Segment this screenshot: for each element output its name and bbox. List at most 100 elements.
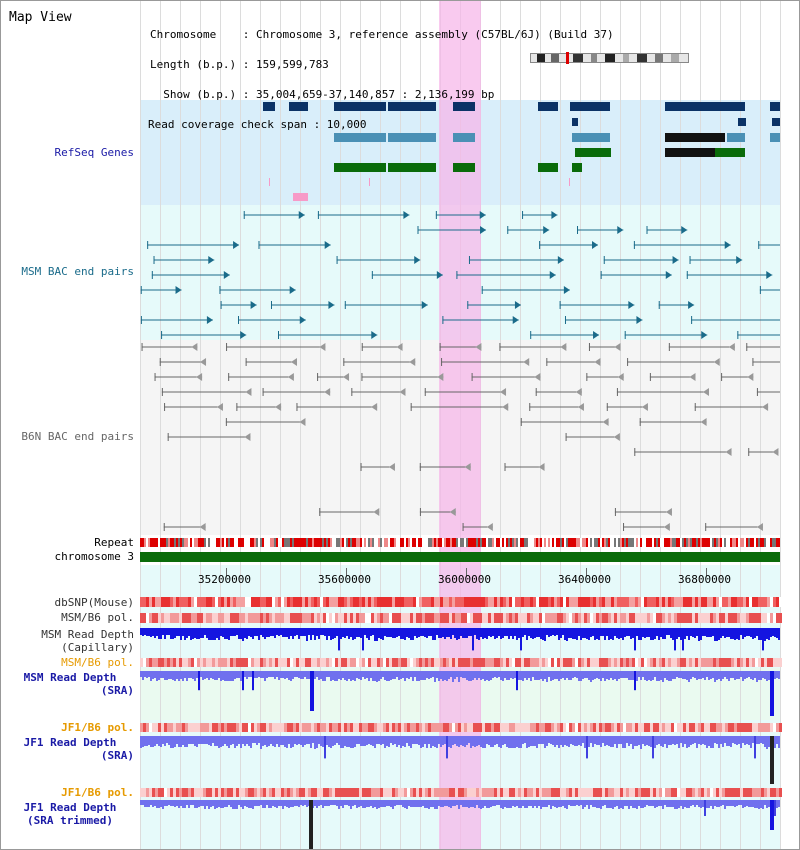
repeat-segment <box>284 538 286 547</box>
repeat-segment <box>310 538 312 547</box>
depth-bar <box>776 671 778 678</box>
label-msm-bac[interactable]: MSM BAC end pairs <box>21 265 134 278</box>
heat-cell <box>749 597 752 607</box>
label-msm-depth-sra-1[interactable]: MSM Read Depth <box>23 671 117 684</box>
depth-bar <box>182 800 184 808</box>
depth-bar <box>142 671 144 680</box>
heat-cell <box>215 788 218 797</box>
depth-bar <box>564 800 566 808</box>
repeat-segment <box>290 538 292 547</box>
depth-bar <box>566 736 568 746</box>
repeat-segment <box>312 538 314 547</box>
depth-bar <box>316 736 318 748</box>
depth-bar <box>482 736 484 748</box>
depth-bar <box>278 671 280 680</box>
depth-bar <box>188 671 190 678</box>
repeat-segment <box>220 538 222 547</box>
depth-bar <box>426 800 428 808</box>
depth-bar <box>390 671 392 680</box>
depth-bar <box>550 736 552 744</box>
heat-cell <box>440 597 443 607</box>
label-refseq[interactable]: RefSeq Genes <box>54 146 134 159</box>
label-jf1-depth-sra-2[interactable]: (SRA) <box>100 749 134 762</box>
label-chromosome[interactable]: chromosome 3 <box>54 550 134 563</box>
heat-cell <box>572 658 575 667</box>
heat-cell <box>635 597 638 607</box>
heat-cell <box>254 613 257 623</box>
depth-bar <box>170 800 172 806</box>
heat-cell <box>326 597 329 607</box>
heat-cell <box>512 723 515 732</box>
depth-bar <box>602 628 604 636</box>
heat-cell <box>707 723 710 732</box>
label-msm-b6-pol-2[interactable]: MSM/B6 pol. <box>61 656 134 669</box>
label-dbsnp[interactable]: dbSNP(Mouse) <box>54 596 134 609</box>
label-repeat[interactable]: Repeat <box>94 536 134 549</box>
label-jf1-b6-pol-2[interactable]: JF1/B6 pol. <box>61 786 134 799</box>
depth-bar <box>760 628 762 640</box>
heat-cell <box>407 597 410 607</box>
heat-cell <box>419 658 422 667</box>
heat-cell <box>599 658 602 667</box>
depth-bar <box>640 736 642 749</box>
gene-block <box>334 133 386 142</box>
depth-bar <box>456 671 458 677</box>
heat-cell <box>548 597 551 607</box>
label-msm-depth-capillary-1[interactable]: MSM Read Depth <box>41 628 134 641</box>
repeat-segment <box>614 538 616 547</box>
depth-bar <box>668 628 670 635</box>
heat-cell <box>272 613 275 623</box>
heat-cell <box>527 723 530 732</box>
label-jf1-depth-trim-2[interactable]: (SRA trimmed) <box>26 814 114 827</box>
heat-cell <box>464 788 467 797</box>
depth-bar <box>174 736 176 747</box>
label-b6n-bac[interactable]: B6N BAC end pairs <box>21 430 134 443</box>
depth-bar <box>306 671 308 679</box>
heat-cell <box>152 788 155 797</box>
depth-bar <box>642 800 644 808</box>
heat-cell <box>377 597 380 607</box>
repeat-segment <box>314 538 316 547</box>
heat-cell <box>200 613 203 623</box>
depth-bar <box>186 736 188 747</box>
depth-bar <box>232 628 234 636</box>
depth-bar <box>708 671 710 680</box>
heat-cell <box>140 723 143 732</box>
depth-bar <box>738 671 740 679</box>
depth-bar <box>594 800 596 807</box>
repeat-segment <box>526 538 528 547</box>
heat-cell <box>413 788 416 797</box>
label-msm-b6-pol-1[interactable]: MSM/B6 pol. <box>61 611 134 624</box>
depth-bar <box>366 736 368 745</box>
heat-cell <box>263 723 266 732</box>
depth-bar <box>246 800 248 807</box>
depth-bar <box>270 800 272 808</box>
heat-cell <box>671 597 674 607</box>
repeat-segment <box>158 538 160 547</box>
depth-bar <box>234 628 236 636</box>
repeat-segment <box>358 538 360 547</box>
chromosome-ideogram[interactable] <box>530 52 689 64</box>
label-jf1-b6-pol-1[interactable]: JF1/B6 pol. <box>61 721 134 734</box>
heat-cell <box>311 658 314 667</box>
heat-cell <box>311 613 314 623</box>
depth-bar <box>590 800 592 805</box>
repeat-segment <box>588 538 590 547</box>
depth-bar <box>182 671 184 681</box>
heat-cell <box>392 723 395 732</box>
heat-cell <box>620 597 623 607</box>
label-msm-depth-sra-2[interactable]: (SRA) <box>100 684 134 697</box>
repeat-segment <box>448 538 450 547</box>
label-jf1-depth-trim-1[interactable]: JF1 Read Depth <box>23 801 117 814</box>
depth-bar <box>158 800 160 808</box>
depth-bar <box>706 671 708 677</box>
heat-cell <box>140 613 143 623</box>
label-jf1-depth-sra-1[interactable]: JF1 Read Depth <box>23 736 117 749</box>
heat-cell <box>278 658 281 667</box>
depth-bar <box>324 671 326 681</box>
label-msm-depth-capillary-2[interactable]: (Capillary) <box>61 641 134 654</box>
depth-bar <box>396 671 398 677</box>
heat-cell <box>278 597 281 607</box>
depth-bar <box>148 736 150 745</box>
depth-bar <box>156 628 158 636</box>
